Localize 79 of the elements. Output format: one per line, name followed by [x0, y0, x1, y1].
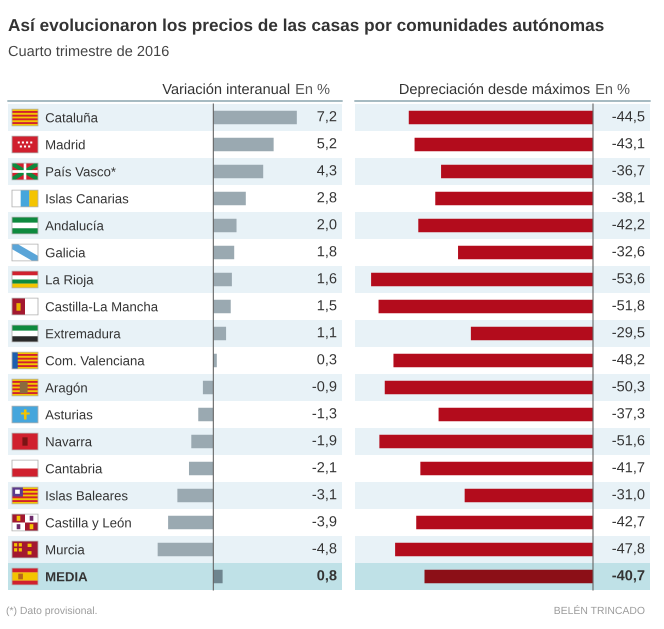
data-label: 0,8	[317, 570, 337, 583]
y-tick-label: Extremadura	[46, 328, 121, 338]
y-tick-label: Islas Canarias	[46, 194, 128, 204]
y-tick-label: Asturias	[45, 410, 92, 420]
data-label: -47,8	[612, 543, 644, 556]
y-tick-label: Murcia	[46, 544, 85, 554]
data-label: 5,2	[317, 138, 336, 150]
data-label: -48,2	[612, 354, 644, 366]
data-label: 2,0	[317, 219, 336, 232]
data-label: -0,9	[312, 381, 336, 394]
data-label: -50,3	[612, 381, 644, 394]
y-tick-label: Madrid	[46, 140, 85, 150]
data-label: -2,1	[312, 462, 336, 474]
data-label: 7,2	[317, 111, 336, 124]
bar	[188, 462, 214, 476]
bar	[191, 434, 214, 448]
chart-title: Así evolucionaron los precios de las casas por comunidades autónomas	[8, 18, 604, 35]
data-label: -38,1	[612, 192, 644, 204]
y-tick-label: Navarra	[46, 437, 92, 446]
bar	[168, 516, 214, 530]
text: En %	[296, 84, 330, 94]
bar	[213, 570, 223, 584]
bar	[213, 246, 234, 260]
data-label: -51,6	[612, 435, 644, 448]
data-label: -3,9	[312, 516, 336, 528]
y-tick-label: Andalucía	[45, 220, 104, 230]
y-tick-label: País Vasco*	[46, 166, 116, 176]
y-tick-label: Castilla-La Mancha	[46, 302, 158, 312]
bar	[202, 380, 214, 394]
data-label: -41,7	[612, 462, 644, 474]
bar	[213, 218, 237, 232]
bar	[158, 542, 214, 556]
data-label: -32,6	[612, 246, 644, 258]
data-label: 4,3	[317, 165, 336, 178]
data-label: -31,0	[612, 489, 644, 502]
bar	[213, 300, 231, 314]
data-label: -36,7	[612, 165, 644, 178]
data-label: -51,8	[612, 300, 644, 312]
data-label: -44,5	[612, 111, 644, 124]
data-label: -4,8	[312, 543, 336, 556]
y-tick-label: Castilla y León	[46, 518, 131, 530]
text: (*) Dato provisional.	[6, 606, 97, 616]
y-tick-label: Aragón	[45, 382, 87, 396]
bar	[213, 272, 232, 286]
data-label: -40,7	[612, 570, 644, 583]
data-label: 1,1	[318, 327, 336, 340]
text: En %	[596, 84, 630, 94]
data-label: 1,6	[318, 273, 336, 286]
data-label: -29,5	[612, 327, 644, 340]
bar	[213, 110, 297, 124]
y-tick-label: Cantabria	[46, 464, 102, 474]
bar	[198, 408, 214, 422]
data-label: -3,1	[312, 489, 336, 502]
bar	[213, 192, 246, 206]
data-label: -42,7	[612, 516, 644, 528]
bar	[213, 138, 274, 152]
bar	[177, 488, 214, 502]
data-label: -43,1	[612, 138, 644, 150]
y-tick-label: MEDIA	[46, 572, 88, 582]
bar	[213, 164, 264, 178]
data-label: 1,5	[318, 300, 336, 312]
x-axis-title: Variación interanual	[162, 83, 290, 94]
data-label: 2,8	[317, 192, 336, 204]
y-tick-label: La Rioja	[46, 274, 94, 288]
chart-subtitle: Cuarto trimestre de 2016	[8, 45, 169, 56]
data-label: -37,3	[612, 408, 644, 420]
text: BELÉN TRINCADO	[554, 604, 644, 614]
y-tick-label: Galicia	[46, 248, 86, 258]
bar	[213, 326, 226, 340]
data-label: -42,2	[612, 219, 644, 232]
y-tick-label: Com. Valenciana	[46, 356, 145, 366]
data-label: -53,6	[612, 273, 644, 286]
data-label: 1,8	[318, 246, 336, 258]
data-label: 0,3	[317, 354, 336, 366]
data-label: -1,3	[312, 408, 336, 420]
x-axis-title: Depreciación desde máximos	[400, 83, 590, 98]
y-tick-label: Cataluña	[46, 112, 98, 122]
data-label: -1,9	[312, 435, 336, 448]
y-tick-label: Islas Baleares	[46, 490, 128, 500]
